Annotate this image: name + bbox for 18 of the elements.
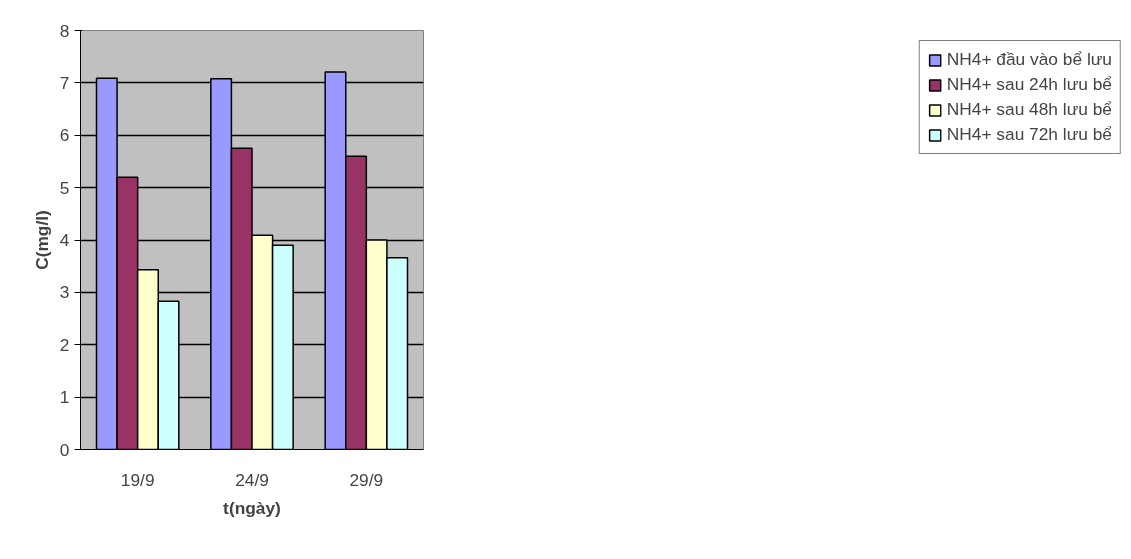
- y-tick-label: 5: [59, 177, 70, 198]
- y-tick-label: 1: [59, 387, 70, 408]
- y-tick-label: 0: [59, 439, 70, 460]
- y-tick-label: 4: [59, 230, 70, 250]
- legend-label: NH4+ đầu vào bể lưu: [946, 49, 1112, 70]
- legend-label: NH4+ sau 48h lưu bể: [946, 99, 1112, 120]
- x-tick-label: 24/9: [235, 469, 269, 490]
- legend-label: NH4+ sau 72h lưu bể: [946, 124, 1112, 145]
- x-tick-label: 19/9: [120, 469, 155, 490]
- y-tick-label: 6: [59, 125, 70, 146]
- legend-label: NH4+ sau 24h lưu bể: [946, 74, 1112, 95]
- y-axis-title: C(mg/l): [31, 210, 52, 270]
- y-tick-label: 2: [59, 334, 70, 355]
- x-axis-title: t(ngày): [223, 497, 281, 518]
- y-tick-label: 7: [59, 72, 70, 93]
- x-tick-label: 29/9: [349, 469, 384, 490]
- y-tick-label: 3: [59, 282, 70, 303]
- y-tick-label: 8: [59, 20, 70, 41]
